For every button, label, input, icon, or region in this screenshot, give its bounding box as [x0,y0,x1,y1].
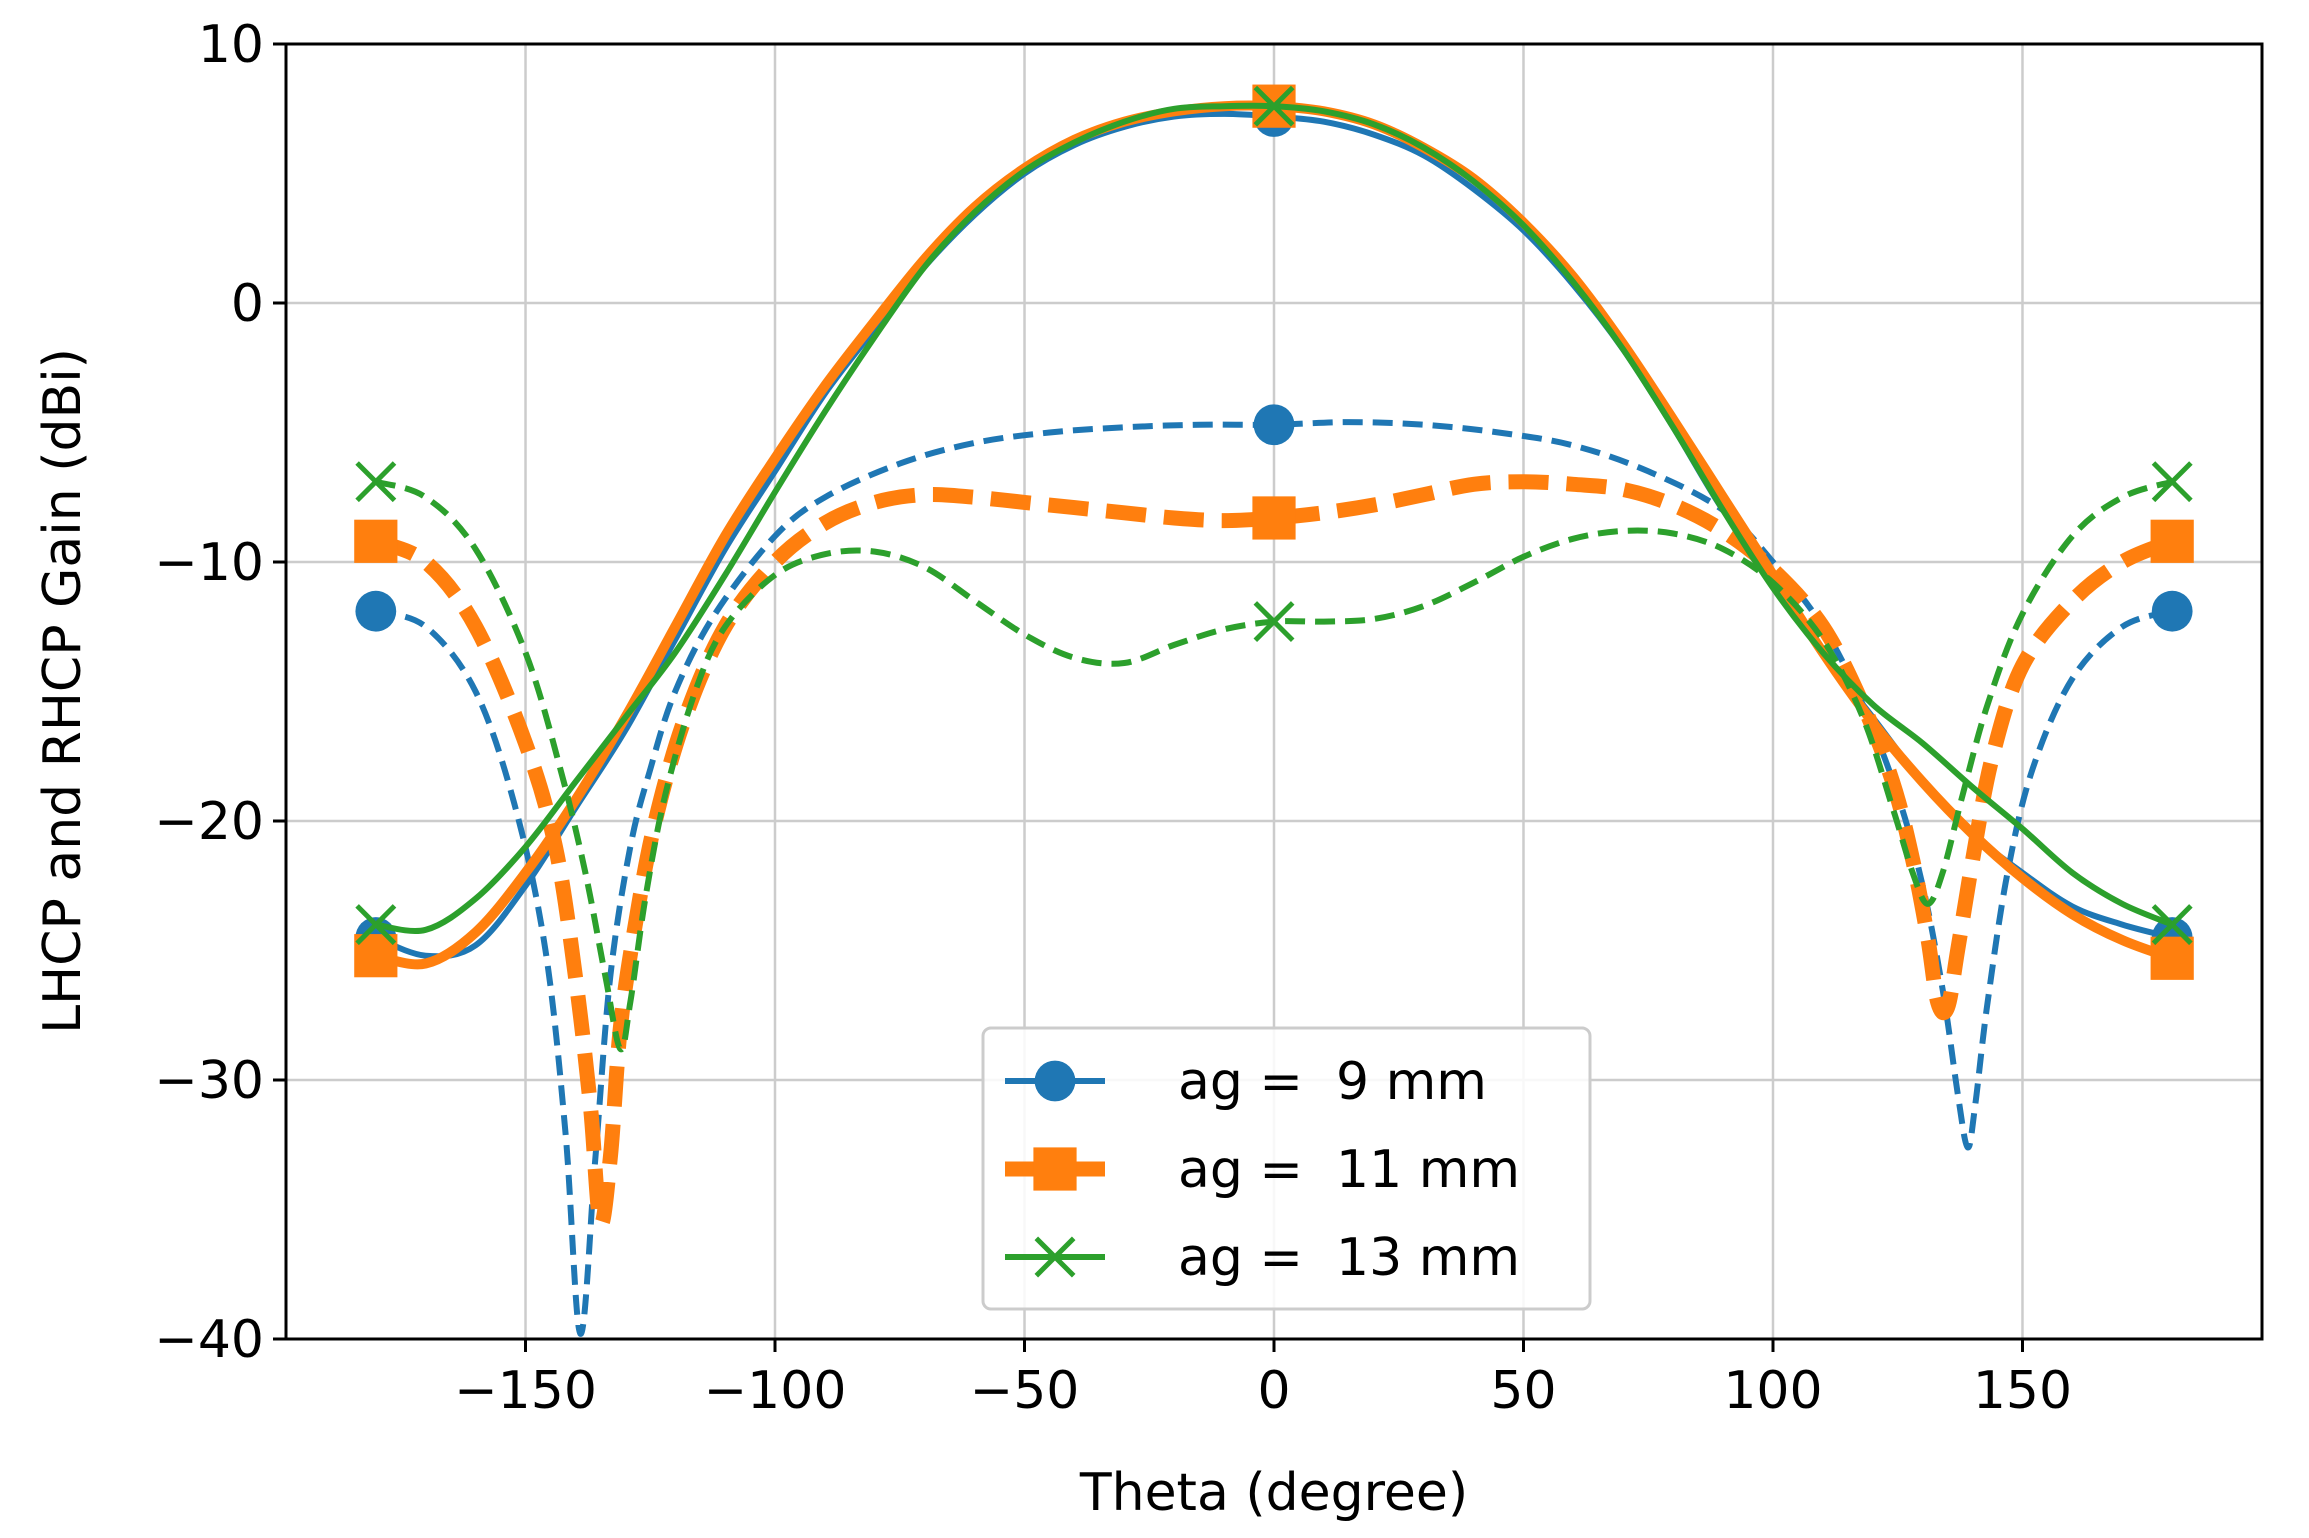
data-marker [355,461,397,503]
y-tick-label: −10 [154,533,264,593]
x-tick-label: 150 [1973,1361,2072,1421]
series-3 [355,85,2193,1053]
data-marker [1253,85,1295,127]
data-marker [2151,590,2193,632]
marker-stroke [355,461,397,503]
marker-stroke [2151,461,2193,503]
y-tick-label: 10 [198,15,264,75]
legend-item-1: ag = 9 mm [1005,1052,1487,1112]
x-tick-label: 0 [1257,1361,1290,1421]
data-marker [1253,601,1295,643]
legend-box [981,1026,1592,1311]
cross-pol-line [374,478,2174,1053]
data-marker [1253,404,1295,446]
x-axis-label: Theta (degree) [1079,1463,1468,1523]
marker-stroke [1034,1236,1076,1278]
x-tick-label: 50 [1490,1361,1556,1421]
x-tick-label: −100 [704,1361,847,1421]
y-tick-label: −40 [154,1310,264,1370]
y-axis-label: LHCP and RHCP Gain (dBi) [33,348,93,1034]
legend-item-2: ag = 11 mm [1005,1140,1520,1200]
series-layer [354,84,2194,1337]
marker-stroke [1253,601,1295,643]
legend-marker [1034,1060,1076,1102]
data-marker [355,590,397,632]
x-tick-label: 100 [1723,1361,1822,1421]
legend: ag = 9 mm ag = 11 mm ag = 13 mm [981,1026,1592,1311]
y-tick-label: 0 [231,274,264,334]
marker-stroke [2151,904,2193,946]
legend-marker [1034,1236,1076,1278]
data-marker [2151,904,2193,946]
legend-item-3: ag = 13 mm [1005,1228,1520,1288]
legend-marker [1033,1147,1077,1191]
data-marker [2151,461,2193,503]
x-tick-label: −150 [454,1361,597,1421]
data-marker [2150,519,2194,563]
data-marker [355,904,397,946]
marker-stroke [1253,85,1295,127]
data-marker [1252,496,1296,540]
legend-label: ag = 13 mm [1178,1228,1520,1288]
y-tick-label: −30 [154,1051,264,1111]
data-marker [2150,936,2194,980]
cross-pol-line [372,474,2176,1232]
x-tick-label: −50 [970,1361,1080,1421]
data-marker [354,519,398,563]
legend-label: ag = 9 mm [1178,1052,1487,1112]
marker-stroke [355,904,397,946]
y-tick-label: −20 [154,792,264,852]
legend-label: ag = 11 mm [1178,1140,1520,1200]
cross-pol-line [374,419,2174,1337]
